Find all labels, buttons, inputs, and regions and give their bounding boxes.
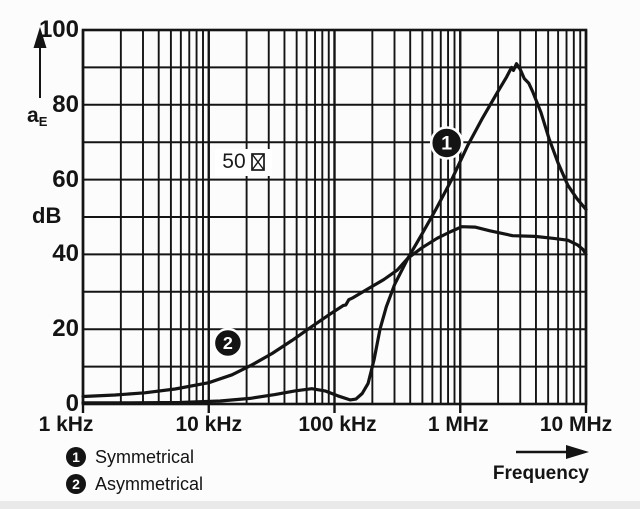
legend-label: Symmetrical — [95, 446, 195, 467]
y-tick-label: 60 — [52, 165, 79, 193]
y-axis-arrow-head-icon — [33, 27, 47, 48]
y-tick-label: 0 — [65, 390, 79, 417]
legend-badge-1: 1 — [66, 446, 86, 467]
bottom-edge-strip — [0, 501, 640, 509]
y-tick-label: 20 — [52, 315, 79, 343]
series-badge-1 — [429, 126, 464, 160]
impedance-value: 50 — [222, 150, 246, 174]
curve-asymmetrical — [81, 225, 588, 399]
impedance-annotation: 50 — [215, 149, 272, 177]
legend-label: Asymmetrical — [95, 473, 204, 494]
x-axis-label: Frequency — [492, 463, 589, 484]
plot-border — [81, 28, 588, 406]
y-quantity-base: a — [27, 104, 39, 127]
y-tick-label: 100 — [38, 16, 79, 43]
legend-item-asymmetrical: 2 Asymmetrical — [66, 470, 203, 497]
x-tick-label: 10 MHz — [539, 413, 613, 436]
curve-symmetrical — [81, 62, 588, 405]
y-tick-label: 40 — [52, 240, 79, 268]
series-badge-number-2: 2 — [223, 333, 233, 353]
y-axis-unit-label: dB — [32, 203, 62, 228]
series-badge-2 — [212, 327, 244, 359]
x-tick-label: 100 kHz — [298, 413, 377, 436]
legend-item-symmetrical: 1 Symmetrical — [66, 443, 203, 470]
y-tick-label: 80 — [52, 90, 79, 118]
x-tick-label: 10 kHz — [175, 413, 243, 436]
x-tick-label: 1 kHz — [38, 413, 94, 436]
y-quantity-subscript: E — [38, 114, 48, 129]
ohm-missing-glyph-icon — [250, 153, 265, 171]
legend: 1 Symmetrical 2 Asymmetrical — [66, 443, 203, 497]
x-tick-label: 1 MHz — [427, 413, 489, 436]
y-axis-quantity-label: aE — [27, 104, 47, 129]
frequency-arrow-head-icon — [566, 445, 589, 459]
series-badge-number-1: 1 — [441, 132, 452, 154]
legend-badge-2: 2 — [66, 473, 86, 494]
